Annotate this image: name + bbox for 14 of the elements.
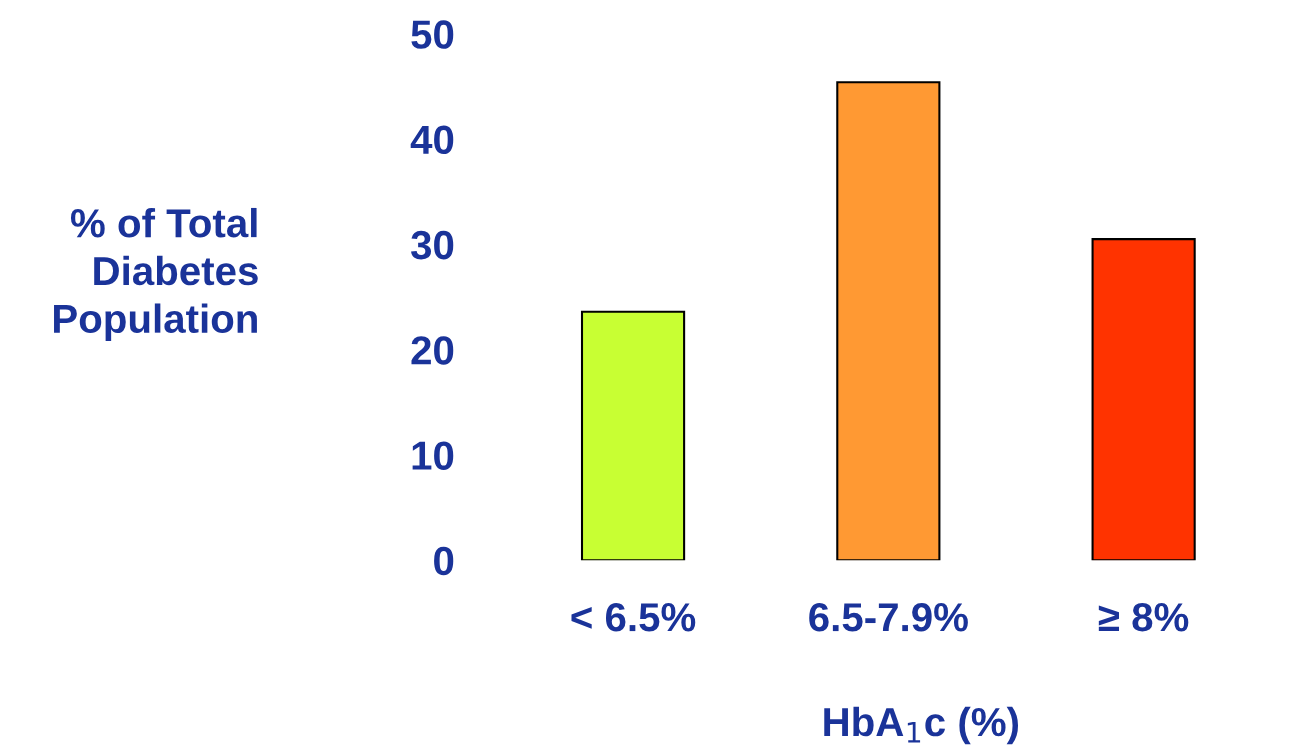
x-axis-title: HbA$_{1}$c (%) [824,706,1019,745]
y-tick-label: 40 [410,125,454,155]
y-tick-label: 30 [411,230,454,260]
bar [1091,238,1196,561]
x-tick-label: ≥ 8% [1098,602,1189,632]
y-tick-label: 10 [412,441,454,470]
y-tick-label: 50 [411,20,454,49]
bar [836,81,941,561]
bar [580,310,686,561]
y-tick-label: 20 [411,336,454,365]
x-tick-label: < 6.5% [571,602,696,632]
y-tick-label: 0 [434,546,454,576]
x-tick-label: 6.5-7.9% [809,602,968,632]
y-axis-title: % of Total Diabetes Population [54,207,258,342]
